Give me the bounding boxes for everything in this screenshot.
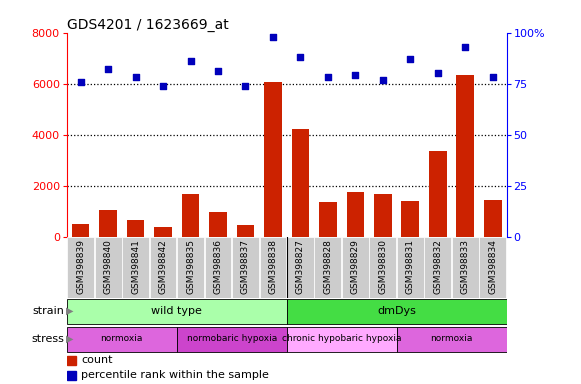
Bar (99, 210, 117, 237)
Text: GSM398838: GSM398838 (268, 239, 278, 294)
Text: GSM398840: GSM398840 (103, 239, 113, 294)
FancyBboxPatch shape (397, 237, 424, 298)
Text: GSM398834: GSM398834 (489, 239, 497, 294)
Bar (182, 194, 199, 237)
Point (378, 76, 388, 83)
Point (159, 83, 168, 89)
FancyBboxPatch shape (342, 237, 369, 298)
Text: stress: stress (31, 334, 64, 344)
FancyBboxPatch shape (287, 327, 397, 352)
Point (268, 34, 278, 40)
Point (103, 66, 113, 73)
Text: GSM398831: GSM398831 (406, 239, 415, 294)
Bar (319, 202, 337, 237)
Text: GSM398841: GSM398841 (131, 239, 140, 294)
Text: strain: strain (32, 306, 64, 316)
Text: chronic hypobaric hypoxia: chronic hypobaric hypoxia (282, 334, 401, 343)
Bar (264, 82, 282, 237)
Text: dmDys: dmDys (377, 306, 416, 316)
FancyBboxPatch shape (287, 237, 314, 298)
Bar (67, 356, 77, 365)
Text: GSM398836: GSM398836 (213, 239, 223, 294)
Point (296, 54, 305, 60)
Point (488, 74, 497, 81)
Point (323, 74, 332, 81)
Text: GSM398828: GSM398828 (324, 239, 332, 294)
Point (433, 70, 443, 76)
Point (186, 58, 195, 64)
Text: GSM398842: GSM398842 (159, 239, 167, 294)
FancyBboxPatch shape (67, 237, 94, 298)
Text: GSM398830: GSM398830 (378, 239, 388, 294)
FancyBboxPatch shape (232, 237, 259, 298)
FancyBboxPatch shape (425, 237, 451, 298)
Text: GSM398827: GSM398827 (296, 239, 305, 294)
Point (351, 73, 360, 79)
Text: GSM398839: GSM398839 (76, 239, 85, 294)
Text: wild type: wild type (151, 306, 202, 316)
Text: GDS4201 / 1623669_at: GDS4201 / 1623669_at (67, 18, 228, 31)
Bar (346, 192, 364, 237)
Text: ▶: ▶ (66, 306, 73, 316)
FancyBboxPatch shape (149, 237, 177, 298)
FancyBboxPatch shape (205, 237, 231, 298)
FancyBboxPatch shape (67, 300, 287, 324)
Text: normobaric hypoxia: normobaric hypoxia (187, 334, 277, 343)
Text: ▶: ▶ (66, 334, 73, 344)
Text: GSM398829: GSM398829 (351, 239, 360, 294)
Text: normoxia: normoxia (431, 334, 473, 343)
Point (76, 78, 85, 84)
Bar (292, 129, 310, 237)
FancyBboxPatch shape (314, 237, 342, 298)
Text: GSM398833: GSM398833 (461, 239, 470, 294)
FancyBboxPatch shape (397, 327, 507, 352)
Bar (484, 200, 502, 237)
Bar (67, 371, 77, 380)
Bar (236, 225, 254, 237)
FancyBboxPatch shape (370, 237, 396, 298)
FancyBboxPatch shape (95, 237, 121, 298)
FancyBboxPatch shape (260, 237, 286, 298)
Bar (127, 220, 145, 237)
Point (461, 44, 470, 50)
Text: GSM398832: GSM398832 (433, 239, 442, 294)
Point (406, 56, 415, 62)
Bar (209, 212, 227, 237)
Bar (401, 201, 419, 237)
Text: normoxia: normoxia (101, 334, 143, 343)
Point (213, 68, 223, 74)
Text: percentile rank within the sample: percentile rank within the sample (81, 370, 269, 380)
FancyBboxPatch shape (177, 237, 204, 298)
FancyBboxPatch shape (122, 237, 149, 298)
Bar (429, 151, 447, 237)
FancyBboxPatch shape (177, 327, 287, 352)
Bar (457, 75, 474, 237)
Point (131, 74, 140, 81)
Bar (154, 227, 172, 237)
FancyBboxPatch shape (479, 237, 507, 298)
FancyBboxPatch shape (452, 237, 479, 298)
Text: count: count (81, 355, 112, 365)
FancyBboxPatch shape (287, 300, 507, 324)
Bar (71, 224, 89, 237)
Point (241, 83, 250, 89)
Text: GSM398837: GSM398837 (241, 239, 250, 294)
Text: GSM398835: GSM398835 (186, 239, 195, 294)
FancyBboxPatch shape (67, 327, 177, 352)
Bar (374, 194, 392, 237)
